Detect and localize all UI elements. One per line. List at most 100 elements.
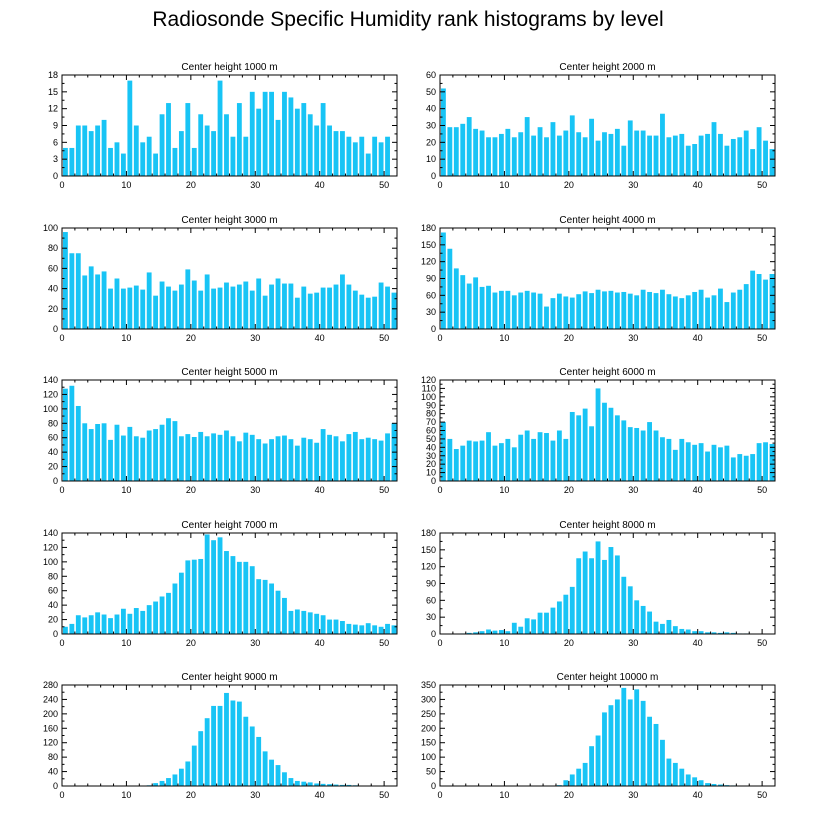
histogram-bar <box>447 248 453 329</box>
histogram-bar <box>582 408 588 481</box>
histogram-bar <box>447 438 453 481</box>
histogram-bar <box>685 295 691 329</box>
histogram-bar <box>385 286 390 329</box>
histogram-bar <box>275 590 281 634</box>
histogram-bar <box>191 436 197 481</box>
histogram-bar <box>256 278 262 329</box>
histogram-bar <box>634 689 640 786</box>
x-tick-label: 0 <box>59 180 64 190</box>
histogram-bar <box>333 131 339 176</box>
y-tick-label: 40 <box>48 767 58 777</box>
histogram-bar <box>327 784 332 786</box>
histogram-bar <box>153 295 159 329</box>
histogram-bar <box>666 137 672 176</box>
x-tick-label: 20 <box>186 180 196 190</box>
histogram-bar <box>153 429 159 481</box>
histogram-bar <box>640 130 646 176</box>
histogram-bar <box>101 271 107 329</box>
histogram-bar <box>140 142 146 176</box>
histogram-bar <box>511 622 517 634</box>
y-tick-label: 120 <box>43 542 58 552</box>
histogram-bar <box>127 613 133 634</box>
histogram-bar <box>275 278 281 329</box>
y-tick-label: 10 <box>426 468 436 478</box>
histogram-bar <box>294 108 300 176</box>
histogram-bar <box>589 293 595 329</box>
x-tick-label: 40 <box>315 180 325 190</box>
histogram-bar <box>224 692 229 786</box>
histogram-bar <box>608 407 614 481</box>
histogram-bar <box>453 449 459 481</box>
histogram-bar <box>178 572 184 634</box>
histogram-bar <box>498 133 504 176</box>
histogram-bar <box>185 761 191 786</box>
histogram-bar <box>385 623 390 634</box>
histogram-bar <box>320 429 326 481</box>
histogram-bar <box>563 130 569 176</box>
histogram-bar <box>320 103 326 176</box>
histogram-bar <box>492 292 498 329</box>
histogram-bar <box>166 592 171 634</box>
histogram-bar <box>627 427 633 481</box>
histogram-bar <box>211 540 217 634</box>
y-tick-label: 100 <box>43 223 58 233</box>
panel-title: Center height 1000 m <box>181 62 277 73</box>
histogram-bar <box>769 274 775 329</box>
histogram-bar <box>372 439 378 481</box>
histogram-bar <box>473 632 479 634</box>
histogram-panel: Center height 10000 m 0 10 20 30 40 50 0 50 100 15… <box>421 672 776 800</box>
histogram-bar <box>88 266 94 329</box>
histogram-bar <box>763 140 768 176</box>
histogram-bar <box>230 136 236 176</box>
y-tick-label: 80 <box>48 571 58 581</box>
histogram-bar <box>327 287 332 329</box>
histogram-bar <box>705 632 710 634</box>
histogram-bar <box>460 445 466 481</box>
histogram-bar <box>294 445 300 481</box>
histogram-bar <box>608 547 614 634</box>
histogram-bar <box>63 388 68 481</box>
histogram-bar <box>705 133 710 176</box>
histogram-bar <box>378 440 384 481</box>
histogram-bar <box>282 283 287 329</box>
histogram-bar <box>359 294 365 329</box>
histogram-bar <box>365 297 371 329</box>
y-tick-label: 9 <box>53 121 58 131</box>
histogram-bar <box>569 115 575 176</box>
histogram-bar <box>660 739 665 786</box>
y-tick-label: 80 <box>48 243 58 253</box>
x-tick-label: 50 <box>757 790 767 800</box>
histogram-bar <box>269 583 274 634</box>
histogram-bar <box>473 277 479 329</box>
y-tick-label: 60 <box>426 595 436 605</box>
histogram-bar <box>69 147 75 176</box>
x-tick-label: 20 <box>564 790 574 800</box>
histogram-bar <box>191 280 197 329</box>
y-tick-label: 60 <box>426 426 436 436</box>
histogram-bar <box>498 443 504 482</box>
histogram-bar <box>191 745 197 786</box>
histogram-bar <box>352 142 358 176</box>
x-tick-label: 30 <box>250 333 260 343</box>
histogram-bar <box>230 286 236 329</box>
histogram-bar <box>634 295 640 329</box>
histogram-bar <box>692 631 698 634</box>
y-tick-label: 80 <box>48 418 58 428</box>
histogram-panel: Center height 1000 m 0 10 20 30 40 50 0 3 6 9 12 15 1… <box>48 62 398 190</box>
histogram-bar <box>127 287 133 329</box>
x-tick-label: 0 <box>437 180 442 190</box>
histogram-bar <box>640 605 646 634</box>
histogram-bar <box>589 426 595 481</box>
histogram-panel: Center height 3000 m 0 10 20 30 40 50 0 20 40 60 80… <box>43 215 398 343</box>
histogram-bar <box>346 434 352 481</box>
histogram-bar <box>269 284 274 329</box>
histogram-bar <box>95 612 101 634</box>
histogram-bar <box>114 142 120 176</box>
histogram-bar <box>498 290 504 329</box>
histogram-bar <box>327 125 332 176</box>
histogram-bar <box>743 455 749 481</box>
histogram-bar <box>556 293 562 329</box>
histogram-bar <box>453 127 459 176</box>
histogram-bar <box>627 586 633 634</box>
histogram-bar <box>537 293 543 329</box>
